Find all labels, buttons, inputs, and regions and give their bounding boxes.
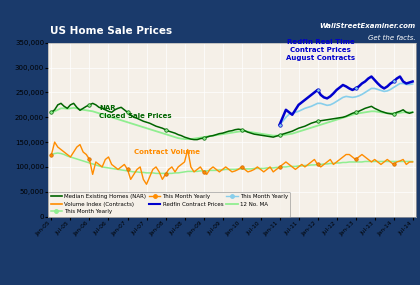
Text: NAR
Closed Sale Prices: NAR Closed Sale Prices	[99, 105, 172, 119]
Text: Contract Volume: Contract Volume	[134, 148, 200, 154]
Text: US Home Sale Prices: US Home Sale Prices	[50, 26, 173, 36]
Text: WallStreetExaminer.com: WallStreetExaminer.com	[320, 23, 416, 28]
Text: Get the facts.: Get the facts.	[368, 35, 416, 41]
Legend: Median Existing Homes (NAR), Volume Index (Contracts), This Month Yearly, This M: Median Existing Homes (NAR), Volume Inde…	[48, 192, 290, 217]
Text: Redfin Real Time
Contract Prices
August Contracts: Redfin Real Time Contract Prices August …	[286, 39, 355, 61]
